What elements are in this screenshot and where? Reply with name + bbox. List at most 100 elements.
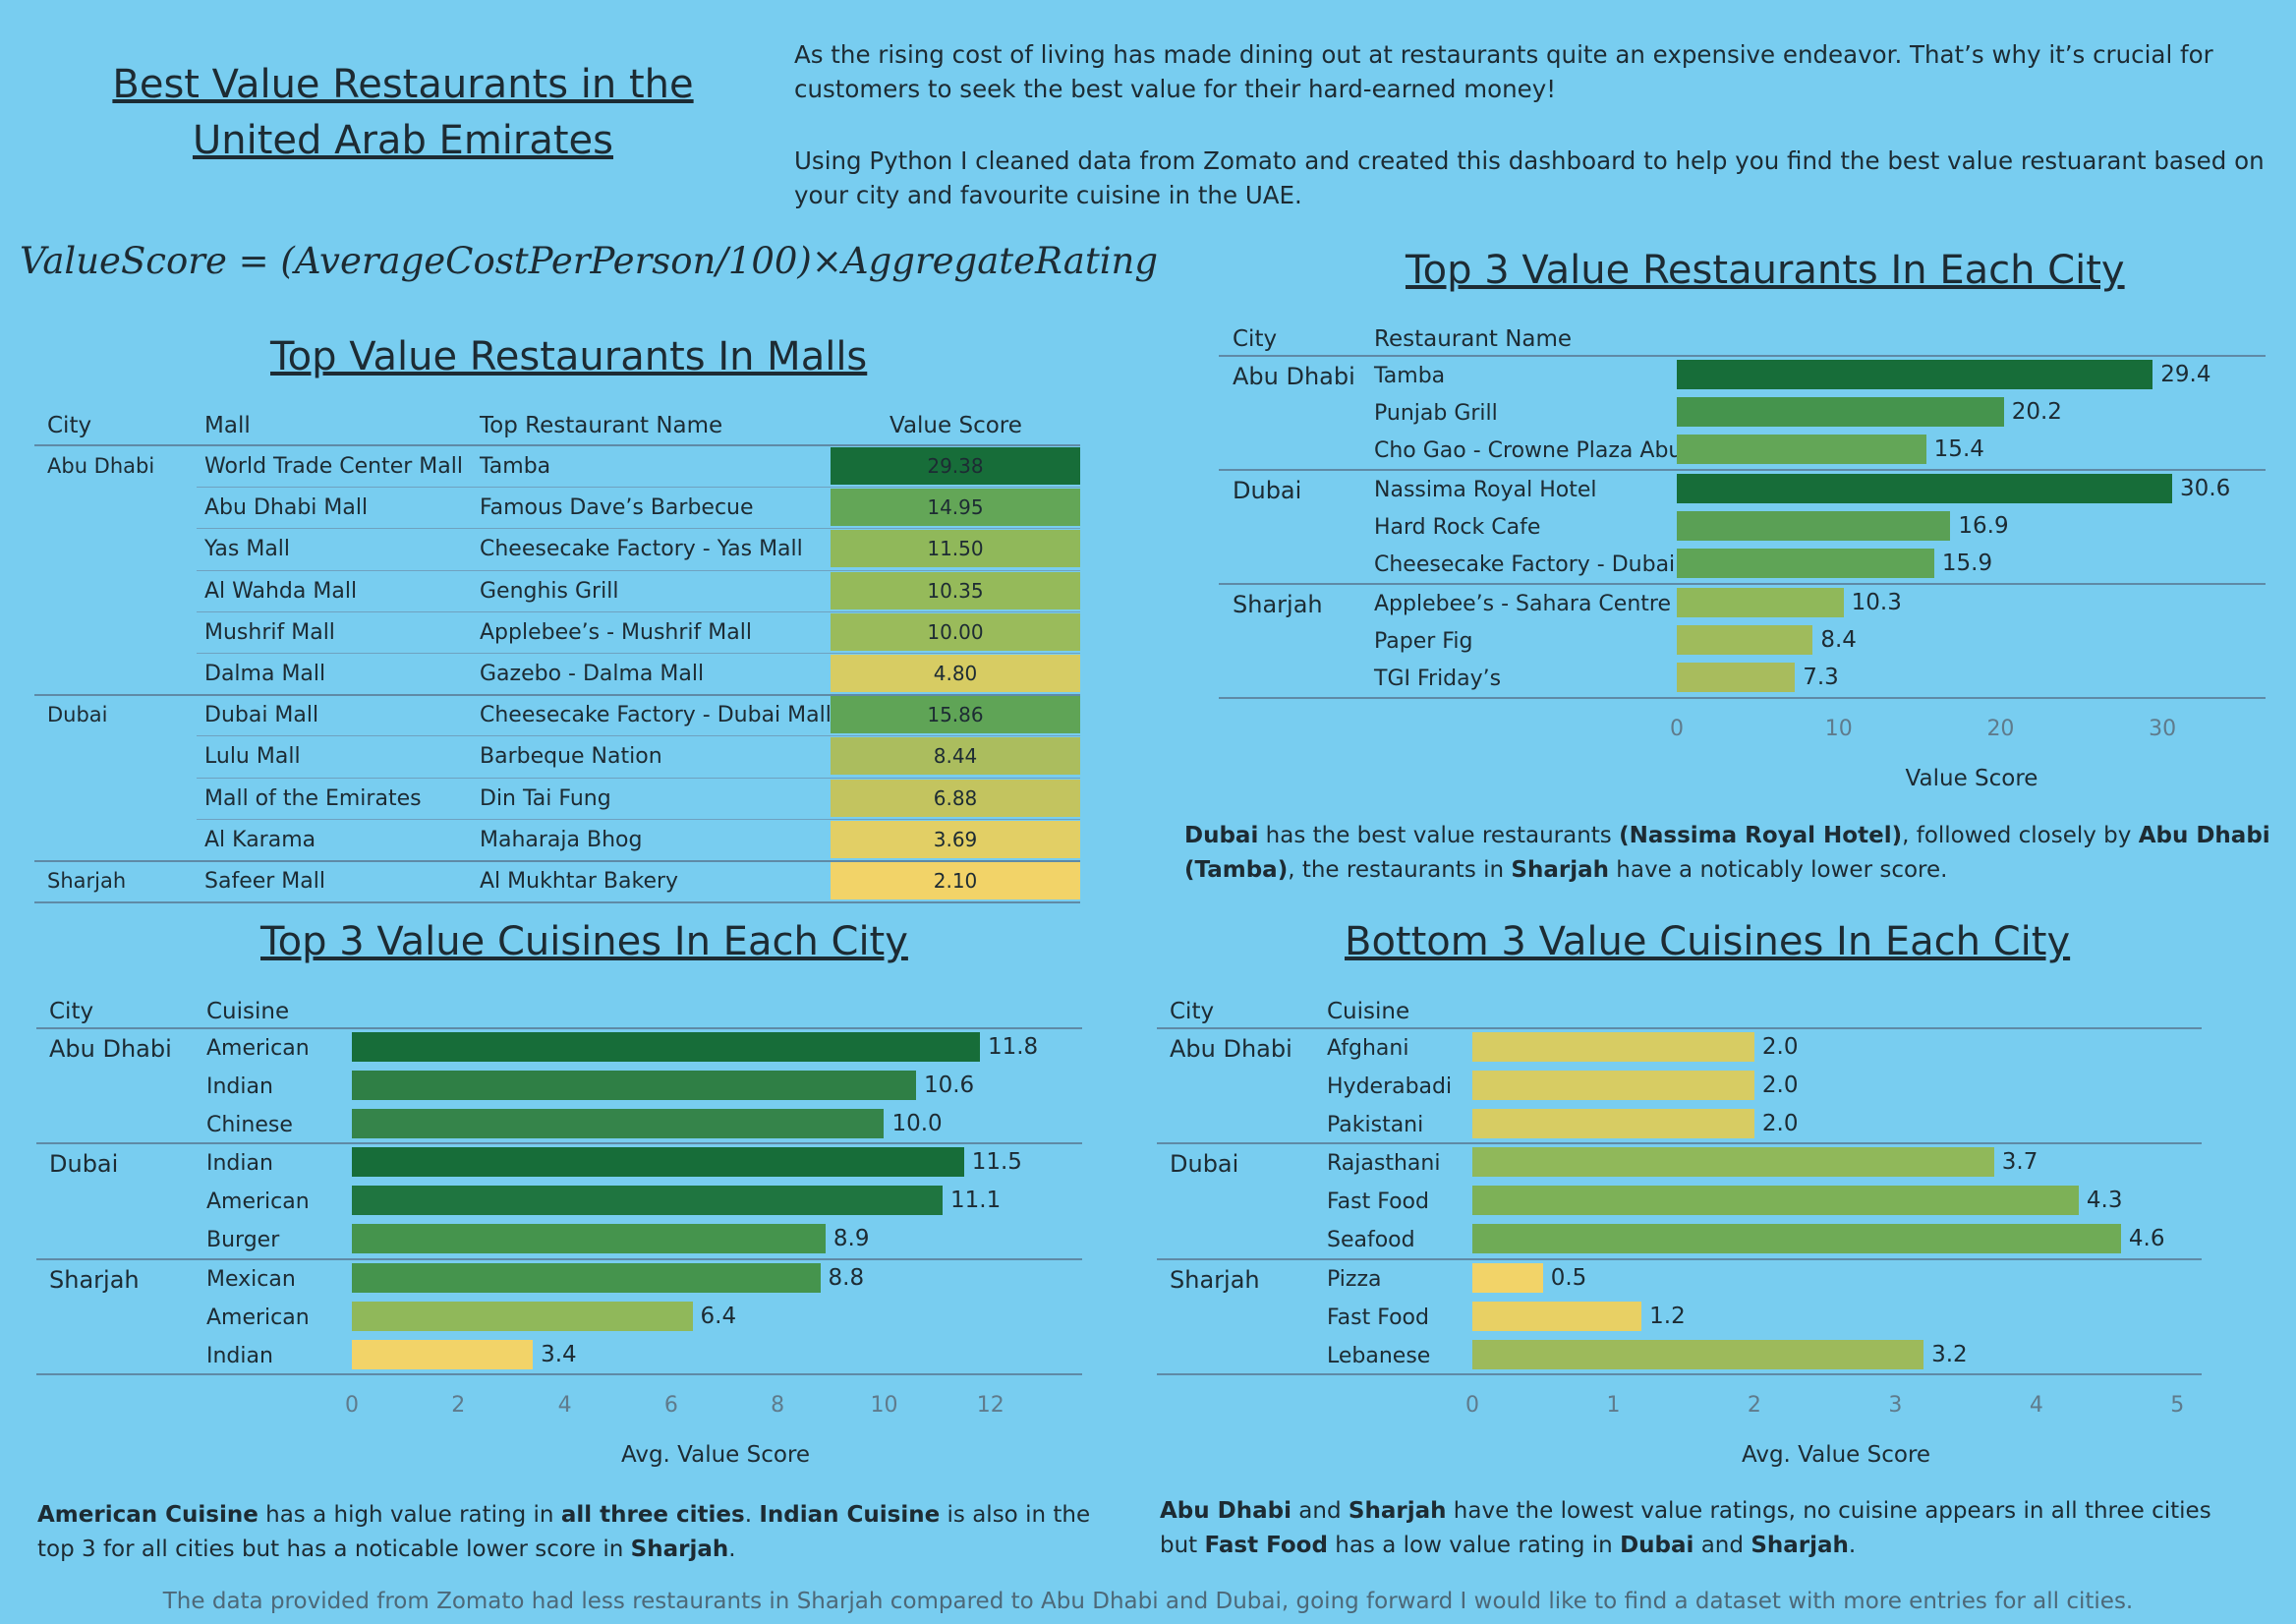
top-cuisines-bar [352,1147,964,1178]
mall-row-restaurant: Gazebo - Dalma Mall [480,662,705,686]
bottom-cuisines-bar-value: 2.0 [1761,1111,1799,1136]
top-cuisines-bar [352,1262,821,1293]
top-restaurants-bar-value: 20.2 [2011,399,2062,425]
bottom-cuisines-note-text-part: Fast Food [1204,1533,1328,1558]
top-cuisines-note-text-part: American Cuisine [37,1502,258,1528]
top-cuisines-tick: 10 [870,1392,898,1418]
top-cuisines-bar [352,1301,693,1331]
mall-row-mall: Mall of the Emirates [204,785,422,811]
bottom-cuisines-note-text-part: Sharjah [1348,1498,1447,1524]
top-cuisines-top-rule [36,1027,1082,1029]
mall-row-mall: Dalma Mall [204,662,326,686]
mall-row-score: 2.10 [831,862,1080,899]
top-restaurants-tick: 10 [1824,717,1853,741]
mall-row-restaurant: Din Tai Fung [480,785,611,811]
mall-row-mall: Mushrif Mall [204,619,335,645]
top-restaurants-city-label: Sharjah [1233,591,1323,618]
top-restaurants-tick: 0 [1670,717,1684,741]
mall-row-mall: Dubai Mall [204,703,319,728]
top-cuisines-note-text-part: has a high value rating in [258,1502,561,1528]
mall-row-divider [34,901,1080,904]
mall-row-divider [34,694,1080,697]
bottom-cuisines-bar-value: 1.2 [1649,1303,1686,1329]
malls-table-rule [34,444,1080,446]
top-cuisines-item-label: Indian [206,1074,273,1099]
bottom-cuisines-axis-title: Avg. Value Score [1741,1441,1931,1468]
top-restaurants-bar-value: 29.4 [2160,362,2211,387]
mall-row-score: 10.35 [831,571,1080,609]
top-cuisines-bar-value: 11.8 [987,1034,1039,1060]
top-cuisines-note-text-part: . [728,1537,736,1562]
bottom-cuisines-tick: 1 [1606,1392,1621,1418]
mall-row-divider [197,610,1080,612]
bottom-cuisines-bar [1472,1109,1754,1138]
bottom-cuisines-city-label: Abu Dhabi [1170,1035,1292,1063]
mall-row-score: 29.38 [831,447,1080,485]
restaurants-note-text-part: Sharjah [1511,857,1609,883]
mall-row-score: 8.44 [831,737,1080,776]
mall-row-score: 10.00 [831,612,1080,651]
top-restaurants-top-rule [1219,355,2266,357]
top-cuisines-city-label: Dubai [49,1150,119,1179]
top-restaurants-bar [1677,397,2004,427]
top-cuisines-note-text-part: . [744,1502,760,1528]
bottom-cuisines-bar-value: 4.6 [2128,1226,2165,1252]
bottom-cuisines-item-label: Fast Food [1327,1305,1429,1330]
mall-row-city: Abu Dhabi [47,454,155,478]
bottom-cuisines-bar [1472,1147,1994,1178]
top-restaurants-bar [1677,360,2153,389]
bottom-cuisines-bar [1472,1339,1924,1369]
mall-row-restaurant: Tamba [480,454,551,479]
top-restaurants-item-label: Tamba [1374,364,1446,388]
top-restaurants-city-label: Abu Dhabi [1233,363,1355,390]
malls-table-title: Top Value Restaurants In Malls [270,334,868,379]
bottom-cuisines-note-text-part: and [1693,1533,1751,1558]
bottom-cuisines-note-text-part: have the lowest value ratings, no cuisin… [1160,1498,2211,1558]
malls-header-score: Value Score [890,413,1022,438]
bottom-cuisines-group-rule [1157,1257,2202,1260]
top-restaurants-bar [1677,625,1813,655]
bottom-cuisines-note-text-part: . [1848,1533,1857,1558]
bottom-cuisines-group-rule [1157,1372,2202,1375]
top-restaurants-group-rule [1219,583,2266,585]
top-restaurants-bar [1677,511,1951,541]
mall-row-mall: Safeer Mall [204,869,325,894]
bottom-cuisines-bar [1472,1301,1642,1331]
bottom-cuisines-bar-value: 0.5 [1550,1264,1587,1291]
bottom-cuisines-item-label: Afghani [1327,1036,1409,1061]
mall-row-divider [197,818,1080,820]
mall-row-city: Sharjah [47,869,127,893]
top-cuisines-tick: 6 [663,1392,678,1418]
top-cuisines-bar-value: 11.5 [971,1149,1022,1176]
title-line-1: Best Value Restaurants in the [112,62,694,107]
top-restaurants-item-label: Hard Rock Cafe [1374,515,1541,540]
bottom-cuisines-bar-value: 2.0 [1761,1073,1799,1098]
restaurants-note-text-part: have a noticably lower score. [1608,857,1948,883]
top-cuisines-city-label: Sharjah [49,1265,140,1294]
top-cuisines-city-label: Abu Dhabi [49,1035,172,1063]
mall-row-mall: Al Karama [204,827,316,852]
bottom-cuisines-bar [1472,1262,1543,1293]
mall-row-score: 15.86 [831,696,1080,734]
bottom-cuisines-item-label: Seafood [1327,1228,1415,1253]
mall-row-restaurant: Maharaja Bhog [480,827,643,852]
top-restaurants-group-rule [1219,469,2266,471]
top-cuisines-bar-value: 8.8 [828,1264,865,1291]
top-restaurants-item-label: Applebee’s - Sahara Centre [1374,592,1671,616]
top-restaurants-title: Top 3 Value Restaurants In Each City [1406,248,2125,293]
top-cuisines-bar [352,1032,980,1062]
top-restaurants-group-rule [1219,697,2266,699]
top-restaurants-axis-title: Value Score [1905,766,2038,791]
intro-text: As the rising cost of living has made di… [794,37,2288,250]
restaurants-note-text-part: , followed closely by [1902,823,2139,848]
mall-row-restaurant: Famous Dave’s Barbecue [480,495,754,521]
bottom-cuisines-item-label: Pakistani [1327,1113,1424,1137]
mall-row-restaurant: Applebee’s - Mushrif Mall [480,619,752,645]
bottom-cuisines-tick: 0 [1465,1392,1479,1418]
mall-row-restaurant: Barbeque Nation [480,744,662,770]
top-cuisines-item-label: Mexican [206,1266,296,1292]
top-restaurants-insight: Dubai has the best value restaurants (Na… [1184,819,2290,888]
top-cuisines-group-rule [36,1257,1082,1260]
bottom-cuisines-item-label: Rajasthani [1327,1151,1441,1177]
top-cuisines-bar-value: 3.4 [541,1341,577,1367]
